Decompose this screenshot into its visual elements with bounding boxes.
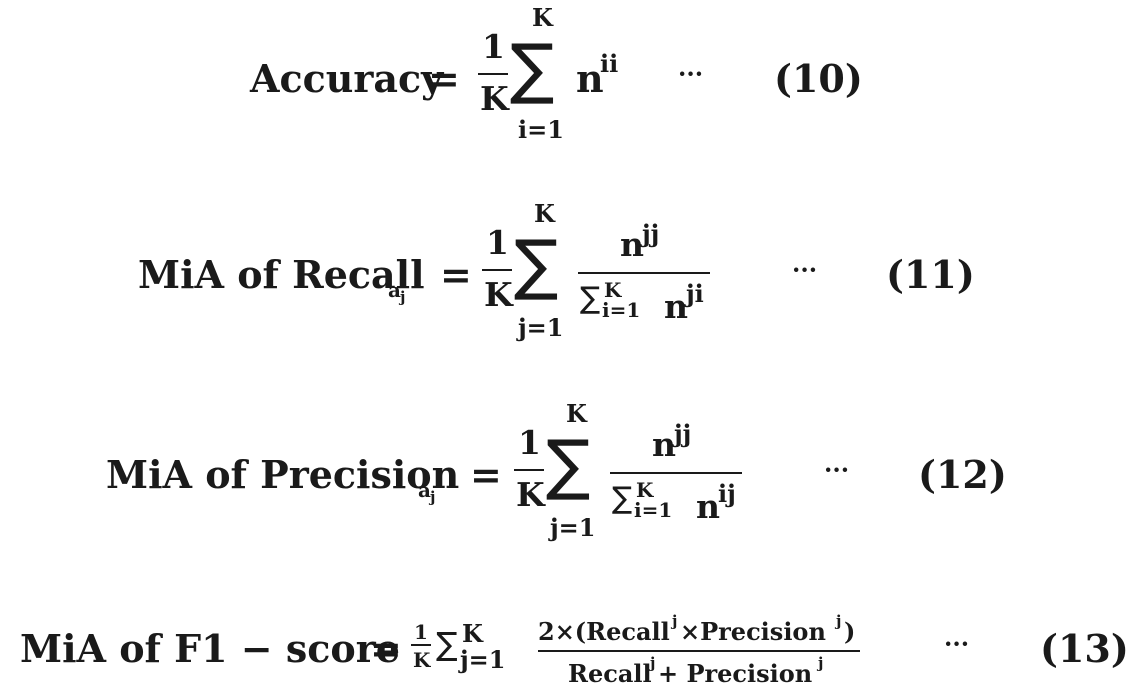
sigma-icon: ∑ — [510, 30, 555, 107]
eq10-dots: ··· — [678, 59, 704, 88]
eq12-num-sup: jj — [674, 419, 692, 448]
eq13-frac-num: 1 — [414, 620, 428, 644]
eq11-den-sum-upper: K — [604, 278, 622, 302]
eq13-num-a: 2×(Recall — [538, 617, 670, 646]
eq10-lhs: Accuracy — [250, 56, 444, 101]
eq11-number: (11) — [886, 252, 975, 297]
eq13-number: (13) — [1040, 626, 1129, 671]
eq10-term-sup: ii — [600, 49, 619, 78]
eq11-lhs-sub: a — [388, 278, 401, 302]
eq10-frac-bar — [478, 73, 508, 75]
eq11-main-frac-bar — [578, 272, 710, 274]
eq13-sum-lower: j=1 — [460, 645, 506, 674]
eq12-den-sum-upper: K — [636, 478, 654, 502]
eq12-frac-num: 1 — [518, 423, 541, 462]
eq10-frac-num: 1 — [482, 27, 505, 66]
eq13-num-b: ×Precision — [680, 617, 826, 646]
eq11-lhs: MiA of Recall — [138, 252, 425, 297]
eq11-lhs-subsub: j — [400, 288, 406, 306]
eq11-sum-upper: K — [534, 199, 555, 228]
eq10-number: (10) — [774, 56, 863, 101]
eq13-num-b-sup: j — [836, 612, 842, 630]
eq12-sum-upper: K — [566, 399, 587, 428]
eq10-frac-den: K — [480, 79, 509, 118]
eq11-dots: ··· — [792, 255, 818, 284]
eq12-frac-den: K — [516, 475, 545, 514]
eq13-den-b: + Precision — [658, 659, 813, 688]
eq13-den-a: Recall — [568, 659, 652, 688]
eq12-den-sum-lower: i=1 — [634, 498, 673, 522]
eq13-lhs: MiA of F1 − score — [20, 626, 400, 671]
eq13-num-a-sup: j — [672, 612, 678, 630]
eq10-term-base: n — [576, 56, 604, 101]
eq10-sum-lower: i=1 — [518, 115, 564, 144]
eq13-frac-bar — [411, 644, 431, 646]
eq11-num-base: n — [620, 225, 644, 264]
eq11-sum-lower: j=1 — [518, 313, 564, 342]
eq13-dots: ··· — [944, 629, 970, 658]
eq12-lhs-subsub: j — [430, 488, 436, 506]
eq11-den-sum-lower: i=1 — [602, 298, 641, 322]
eq11-frac-den: K — [484, 275, 513, 314]
eq11-den-sup: ji — [686, 279, 704, 308]
eq12-lhs-sub: a — [418, 478, 431, 502]
eq13-main-frac-bar — [538, 650, 860, 652]
eq10-sum-upper: K — [532, 3, 553, 32]
eq13-equals: = — [370, 626, 402, 671]
sigma-icon: ∑ — [580, 281, 601, 316]
eq12-dots: ··· — [824, 455, 850, 484]
eq12-den-base: n — [696, 487, 720, 526]
eq12-equals: = — [470, 452, 502, 497]
eq12-sum-lower: j=1 — [550, 513, 596, 542]
sigma-icon: ∑ — [612, 481, 633, 516]
eq13-num-c: ) — [844, 617, 856, 646]
eq12-lhs: MiA of Precision — [106, 452, 460, 497]
eq13-sum-upper: K — [462, 619, 483, 648]
eq12-number: (12) — [918, 452, 1007, 497]
eq12-num-base: n — [652, 425, 676, 464]
eq12-den-sup: ij — [718, 479, 736, 508]
eq13-den-b-sup: j — [818, 654, 824, 672]
sigma-icon: ∑ — [514, 226, 559, 303]
eq13-den-a-sup: j — [650, 654, 656, 672]
eq11-frac-bar — [482, 269, 512, 271]
eq11-den-base: n — [664, 287, 688, 326]
eq12-frac-bar — [514, 469, 544, 471]
sigma-icon: ∑ — [436, 625, 458, 663]
eq12-main-frac-bar — [610, 472, 742, 474]
eq11-equals: = — [440, 252, 472, 297]
eq11-num-sup: jj — [642, 219, 660, 248]
eq11-frac-num: 1 — [486, 223, 509, 262]
sigma-icon: ∑ — [546, 426, 591, 503]
eq13-frac-den: K — [413, 648, 431, 672]
eq10-equals: = — [428, 56, 460, 101]
